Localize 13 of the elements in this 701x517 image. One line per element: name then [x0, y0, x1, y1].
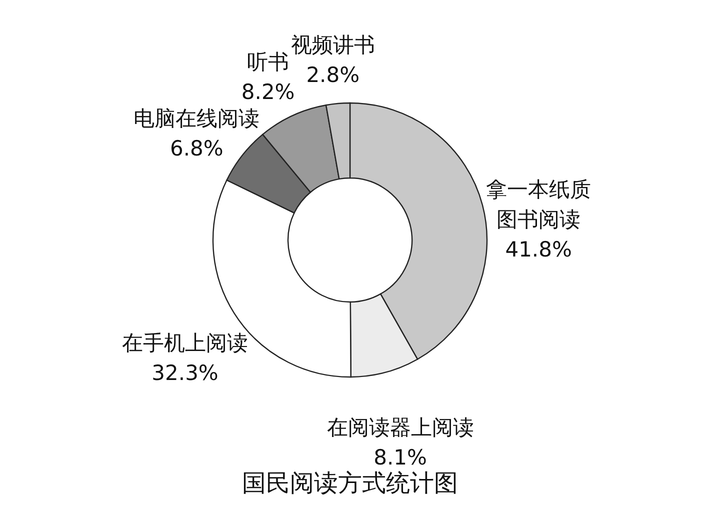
data-label: 41.8%: [505, 237, 572, 262]
data-label: 2.8%: [306, 62, 360, 87]
data-label: 32.3%: [152, 360, 218, 385]
text: 国民阅读方式统计图: [242, 469, 458, 497]
slice-label: 电脑在线阅读: [134, 106, 260, 131]
slice-label: 视频讲书: [290, 32, 375, 57]
data-label: 6.8%: [170, 136, 224, 161]
slice-label: 听书: [247, 50, 290, 74]
slice-label: 拿一本纸质图书阅读: [486, 177, 592, 232]
data-label: 8.2%: [241, 80, 295, 104]
slice-label: 在手机上阅读: [122, 330, 248, 355]
slice-label: 在阅读器上阅读: [326, 415, 474, 440]
data-label: 8.1%: [374, 445, 427, 470]
